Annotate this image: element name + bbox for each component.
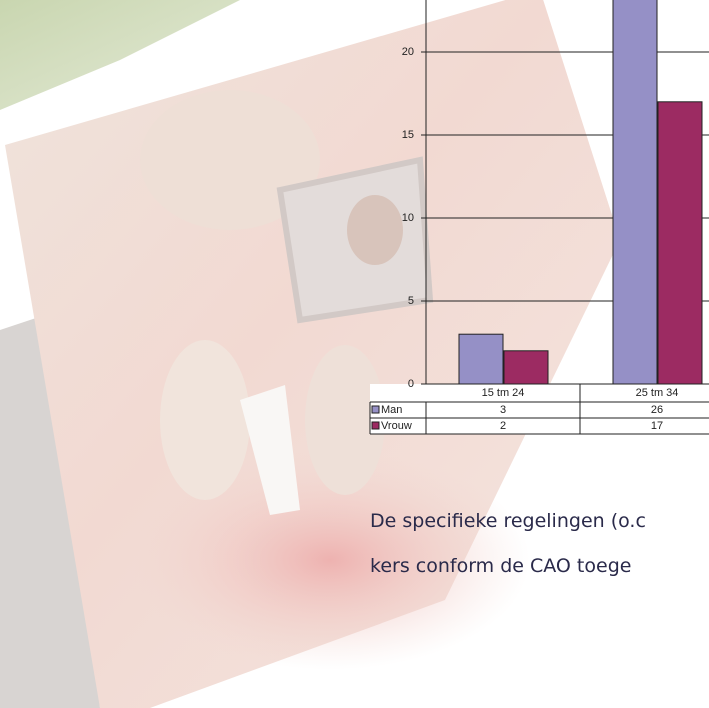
y-tick-label: 15 xyxy=(402,129,414,141)
bar xyxy=(613,0,657,384)
legend-swatch xyxy=(372,406,379,413)
bar xyxy=(459,334,503,384)
x-category-label: 15 tm 24 xyxy=(482,387,525,399)
background xyxy=(0,0,709,708)
page: 0 5 10 15 20 15 tm 24 3 2 25 tm 34 26 17 Man Vrouw D… xyxy=(0,0,709,708)
bar xyxy=(658,102,702,384)
legend-label: Vrouw xyxy=(381,420,412,432)
y-tick-label: 20 xyxy=(402,46,414,58)
table-value: 17 xyxy=(651,420,663,432)
table-value: 2 xyxy=(500,420,506,432)
x-category-label: 25 tm 34 xyxy=(636,387,679,399)
body-text: De specifieke regelingen (o.c xyxy=(370,510,646,532)
table-value: 26 xyxy=(651,404,663,416)
legend-swatch xyxy=(372,422,379,429)
y-tick-label: 10 xyxy=(402,212,414,224)
y-tick-label: 0 xyxy=(408,378,414,390)
table-value: 3 xyxy=(500,404,506,416)
legend-label: Man xyxy=(381,404,402,416)
y-tick-label: 5 xyxy=(408,295,414,307)
body-text: kers conform de CAO toege xyxy=(370,555,631,577)
bar xyxy=(504,351,548,384)
